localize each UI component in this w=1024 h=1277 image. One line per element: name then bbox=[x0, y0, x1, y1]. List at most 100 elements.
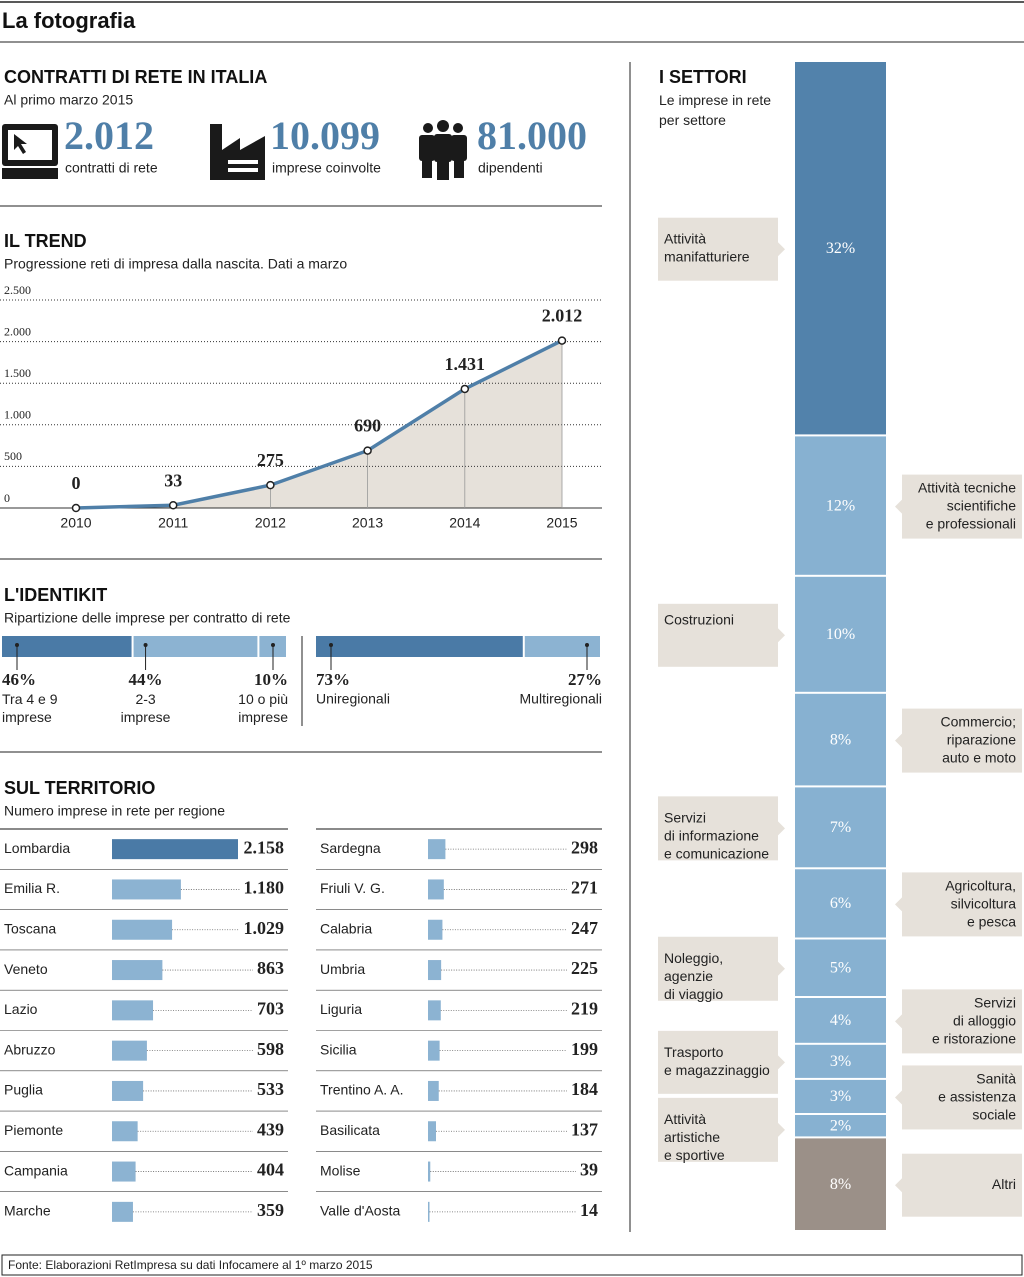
sector-label: Attività artistiche e sportive bbox=[664, 1111, 725, 1163]
segment-label: Uniregionali bbox=[316, 691, 390, 707]
sector-label: Agricoltura, silvicoltura e pesca bbox=[945, 877, 1016, 929]
value-label: 533 bbox=[257, 1079, 284, 1099]
value-label: 10% bbox=[254, 670, 288, 689]
label-pointer bbox=[895, 1014, 902, 1029]
sector-label: Altri bbox=[992, 1176, 1016, 1192]
category-label: Umbria bbox=[320, 961, 365, 977]
column-segment bbox=[795, 436, 886, 575]
segment-label: Tra 4 e 9 imprese bbox=[2, 691, 58, 725]
value-label: 8% bbox=[830, 731, 851, 748]
bar bbox=[112, 1161, 136, 1182]
bar-segment bbox=[524, 636, 600, 657]
label-box bbox=[658, 1097, 778, 1162]
value-label: 598 bbox=[257, 1039, 284, 1059]
sector-label: Costruzioni bbox=[664, 612, 734, 628]
label-pointer bbox=[778, 1055, 785, 1070]
bar-segment bbox=[2, 636, 132, 657]
stat-label: contratti di rete bbox=[65, 160, 158, 176]
bar bbox=[428, 879, 444, 900]
y-tick-label: 2.500 bbox=[4, 283, 31, 297]
category-label: Sicilia bbox=[320, 1041, 357, 1057]
value-label: 3% bbox=[830, 1088, 851, 1105]
column-segment bbox=[795, 576, 886, 692]
value-label: 2.158 bbox=[244, 837, 285, 857]
bar bbox=[112, 879, 181, 900]
bar bbox=[112, 839, 238, 860]
area bbox=[76, 340, 562, 508]
sector-label: Sanità e assistenza sociale bbox=[938, 1070, 1016, 1122]
chart-subtitle: Ripartizione delle imprese per contratto… bbox=[4, 610, 291, 626]
label-box bbox=[902, 708, 1022, 773]
column-segment bbox=[795, 787, 886, 868]
value-label: 1.431 bbox=[445, 354, 486, 374]
chart-title: SUL TERRITORIO bbox=[4, 778, 155, 798]
value-label: 439 bbox=[257, 1119, 284, 1139]
point bbox=[168, 501, 178, 510]
column-segment bbox=[795, 1115, 886, 1137]
value-label: 73% bbox=[316, 670, 350, 689]
value-label: 1.029 bbox=[244, 918, 285, 938]
bar bbox=[428, 1121, 436, 1142]
label-pointer bbox=[895, 499, 902, 514]
point bbox=[266, 480, 275, 490]
column-segment bbox=[795, 1138, 886, 1230]
pointer-dot bbox=[15, 643, 19, 647]
segment-label: 10 o più imprese bbox=[238, 691, 288, 725]
x-tick-label: 2015 bbox=[546, 515, 577, 531]
sector-label: Servizi di alloggio e ristorazione bbox=[932, 994, 1016, 1046]
bar bbox=[428, 1040, 440, 1061]
sector-label: Attività manifatturiere bbox=[664, 230, 750, 264]
bar bbox=[112, 1080, 144, 1101]
category-label: Friuli V. G. bbox=[320, 880, 385, 896]
value-label: 33 bbox=[164, 470, 182, 490]
value-label: 8% bbox=[830, 1176, 851, 1193]
label-box bbox=[902, 1153, 1022, 1217]
category-label: Sardegna bbox=[320, 840, 381, 856]
value-label: 690 bbox=[354, 416, 381, 436]
category-label: Puglia bbox=[4, 1082, 43, 1098]
x-tick-label: 2011 bbox=[158, 515, 188, 531]
y-tick-label: 1.500 bbox=[4, 366, 31, 380]
category-label: Molise bbox=[320, 1162, 361, 1178]
y-tick-label: 2.000 bbox=[4, 324, 31, 338]
value-label: 247 bbox=[571, 918, 598, 938]
point bbox=[71, 503, 81, 513]
sector-label: Noleggio, agenzie di viaggio bbox=[664, 949, 723, 1001]
value-label: 5% bbox=[830, 959, 851, 976]
value-label: 0 bbox=[72, 473, 81, 493]
pointer-dot bbox=[143, 643, 148, 647]
category-label: Marche bbox=[4, 1203, 51, 1219]
value-label: 2% bbox=[830, 1117, 851, 1134]
stat-value: 2.012 bbox=[64, 113, 154, 158]
section-subtitle: Al primo marzo 2015 bbox=[4, 92, 133, 108]
label-box bbox=[658, 796, 778, 861]
x-tick-label: 2014 bbox=[449, 515, 480, 531]
value-label: 271 bbox=[571, 878, 598, 898]
label-pointer bbox=[778, 628, 785, 643]
x-tick-label: 2013 bbox=[352, 515, 383, 531]
label-box bbox=[658, 1030, 778, 1094]
column-segment bbox=[795, 869, 886, 938]
sector-label: Trasporto e magazzinaggio bbox=[664, 1044, 770, 1078]
bar bbox=[112, 919, 173, 940]
category-label: Lazio bbox=[4, 1001, 38, 1017]
bar bbox=[112, 1000, 154, 1021]
pointer-dot bbox=[329, 643, 333, 647]
source-note: Fonte: Elaborazioni RetImpresa su dati I… bbox=[8, 1258, 373, 1272]
value-label: 39 bbox=[580, 1160, 598, 1180]
value-label: 4% bbox=[830, 1012, 851, 1029]
value-label: 7% bbox=[830, 819, 851, 836]
column-segment bbox=[795, 693, 886, 786]
bar-segment bbox=[316, 636, 523, 657]
bar bbox=[112, 1121, 138, 1142]
column-segment bbox=[795, 1079, 886, 1113]
value-label: 14 bbox=[580, 1200, 598, 1220]
point bbox=[460, 384, 470, 394]
label-box bbox=[902, 872, 1022, 937]
y-tick-label: 500 bbox=[4, 449, 22, 463]
point bbox=[363, 446, 372, 455]
bar bbox=[428, 1201, 430, 1222]
category-label: Basilicata bbox=[320, 1122, 380, 1138]
bar bbox=[428, 1080, 439, 1101]
